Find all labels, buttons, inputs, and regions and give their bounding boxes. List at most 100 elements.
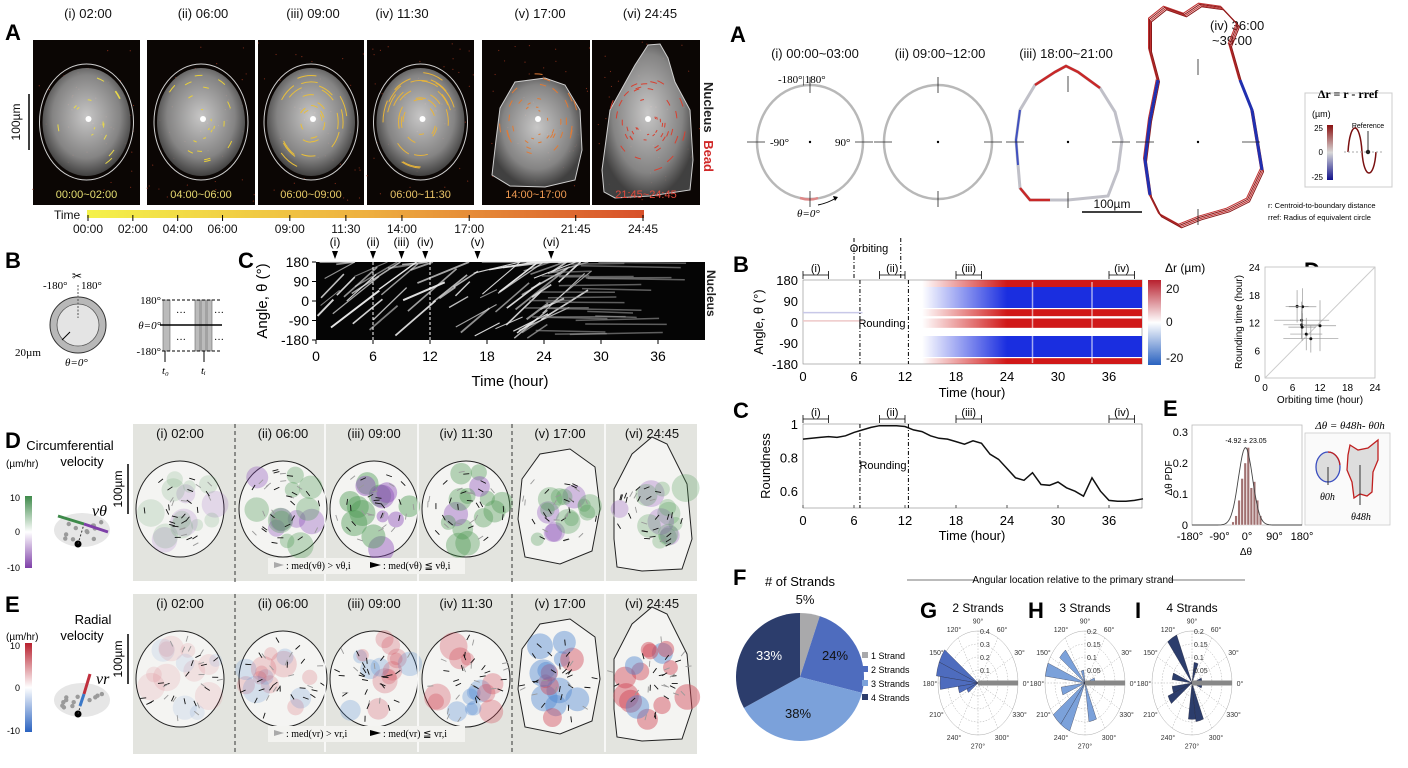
bead-track (218, 79, 226, 85)
velocity-blob (610, 500, 629, 518)
velocity-arrow (346, 498, 349, 505)
bead-speck (588, 47, 591, 49)
x-tick-label: 18 (949, 513, 963, 528)
bead-speck (555, 48, 557, 50)
nucleus-streak (410, 261, 434, 271)
cell-outline (421, 460, 511, 558)
bead-track (193, 140, 197, 143)
time-tick-label: 21:45 (561, 222, 591, 236)
velocity-blob (381, 636, 401, 655)
radial-tick-label: 0.15 (1194, 642, 1208, 649)
frame-title: (iii) 09:00 (347, 426, 400, 441)
velocity-blob (286, 466, 304, 484)
bead-speck (573, 185, 576, 187)
velocity-arrow (531, 693, 538, 696)
angle-label: 30° (1121, 649, 1132, 657)
pie-title: # of Strands (765, 574, 836, 589)
velocity-arrow (446, 708, 450, 715)
bead-track (654, 166, 663, 171)
dark-arrow-icon (370, 562, 381, 568)
bead-track (297, 74, 317, 79)
nucleus-band (598, 261, 687, 265)
velocity-arrow (239, 689, 246, 693)
velocity-arrow (462, 666, 466, 673)
nucleus-region (376, 68, 465, 176)
velocity-arrow (652, 667, 657, 674)
bead-speck (598, 143, 600, 145)
frame-title: (vi) 24:45 (625, 596, 679, 611)
histogram-bar (1243, 462, 1247, 526)
y-tick-label: 18 (1249, 291, 1261, 302)
velocity-blob (466, 685, 481, 700)
bead-track (546, 135, 550, 139)
angle-label: 30° (1228, 649, 1239, 657)
velocity-arrow (290, 500, 296, 506)
bead-track (115, 90, 121, 99)
velocity-blob (555, 508, 581, 534)
bright-spot (535, 116, 541, 122)
polar-title: 4 Strands (1166, 601, 1217, 615)
colorbar-tick: -20 (1166, 351, 1184, 365)
bead-track (666, 131, 670, 137)
bead-track (570, 125, 573, 135)
velocity-arrow-positive (57, 514, 85, 526)
velocity-arrow (660, 636, 662, 643)
velocity-arrow (176, 715, 179, 722)
velocity-blob (264, 647, 278, 661)
velocity-blob (370, 657, 390, 677)
bead-speck (608, 96, 610, 98)
velocity-arrow (619, 494, 622, 501)
panel-label: C (733, 398, 749, 423)
cell-outline (39, 63, 134, 181)
bead-speck (514, 45, 516, 48)
bright-spot (645, 116, 651, 122)
bead-track (526, 146, 531, 150)
polar-bar (1084, 682, 1097, 722)
right-panel-f: F # of Strands 5% 1 Strand 24% 2 Strands 38%… (733, 565, 910, 741)
velocity-arrow (380, 512, 384, 519)
bead-track (525, 106, 529, 110)
bead-speck (452, 58, 454, 60)
x-axis-label: Time (hour) (939, 385, 1006, 400)
velocity-arrow (470, 658, 476, 664)
velocity-arrow (199, 649, 204, 655)
frame-time-range: 14:00~17:00 (505, 189, 566, 201)
nucleus-band (547, 296, 617, 299)
nucleus-dot (70, 703, 75, 709)
frame-title: (vi) 24:45 (625, 426, 679, 441)
time-marker-label: (v) (471, 235, 485, 249)
polar-bar (1060, 682, 1086, 732)
velocity-arrow (685, 665, 692, 668)
bead-track (431, 125, 436, 135)
final-shape (1346, 438, 1379, 500)
bead-speck (379, 49, 382, 51)
velocity-blob (355, 475, 376, 496)
bead-track (636, 127, 639, 130)
bead-speck (419, 60, 421, 63)
scale-bar-label: 100µm (111, 641, 125, 678)
velocity-arrow (195, 483, 202, 488)
ellipsis: ··· (214, 335, 224, 346)
x-tick-label: 30 (1051, 369, 1065, 384)
bead-track (394, 78, 411, 91)
bead-track (445, 109, 449, 126)
polar-spoke (1084, 682, 1106, 729)
velocity-arrow (443, 670, 450, 672)
velocity-arrow (661, 684, 668, 688)
velocity-blob (137, 499, 165, 527)
velocity-arrow (171, 515, 178, 518)
velocity-arrow (272, 517, 279, 521)
bead-speck (253, 194, 255, 196)
velocity-arrow (579, 501, 582, 508)
right-panel-c: C 0 6 12 18 24 30 36 0.6 0.8 1 (i) (ii) (iii) (iv) Ro… (733, 398, 1144, 543)
velocity-arrow (568, 507, 571, 514)
left-panel-a: A (i) 02:00 00:00~02:00 (ii) 06:00 04:00~06… (5, 6, 716, 236)
velocity-arrow (305, 490, 311, 497)
velocity-blob (158, 635, 184, 662)
nucleus-band (558, 283, 642, 287)
velocity-arrow (340, 648, 345, 655)
nucleus-streak (336, 276, 356, 296)
pie-slice (743, 677, 862, 741)
cell-outline (373, 63, 468, 181)
